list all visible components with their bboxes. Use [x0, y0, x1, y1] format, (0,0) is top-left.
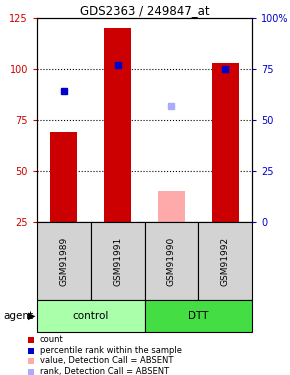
- Text: GSM91992: GSM91992: [221, 237, 230, 286]
- Text: count: count: [40, 336, 64, 345]
- Text: GSM91989: GSM91989: [59, 236, 68, 286]
- Text: agent: agent: [3, 311, 33, 321]
- Bar: [144, 300, 252, 332]
- Bar: [37, 300, 144, 332]
- Bar: [28, 369, 34, 375]
- Bar: [144, 222, 198, 300]
- Text: ▶: ▶: [28, 311, 35, 321]
- Text: percentile rank within the sample: percentile rank within the sample: [40, 346, 182, 355]
- Text: GSM91990: GSM91990: [167, 236, 176, 286]
- Bar: [28, 337, 34, 343]
- Bar: [212, 63, 239, 222]
- Text: control: control: [72, 311, 109, 321]
- Bar: [104, 28, 131, 222]
- Bar: [158, 191, 185, 222]
- Bar: [91, 222, 144, 300]
- Bar: [28, 358, 34, 364]
- Text: rank, Detection Call = ABSENT: rank, Detection Call = ABSENT: [40, 367, 169, 375]
- Text: GSM91991: GSM91991: [113, 236, 122, 286]
- Bar: [37, 222, 91, 300]
- Bar: [28, 348, 34, 354]
- Title: GDS2363 / 249847_at: GDS2363 / 249847_at: [80, 4, 209, 17]
- Text: DTT: DTT: [188, 311, 209, 321]
- Bar: [50, 132, 77, 222]
- Bar: [198, 222, 252, 300]
- Text: value, Detection Call = ABSENT: value, Detection Call = ABSENT: [40, 357, 173, 366]
